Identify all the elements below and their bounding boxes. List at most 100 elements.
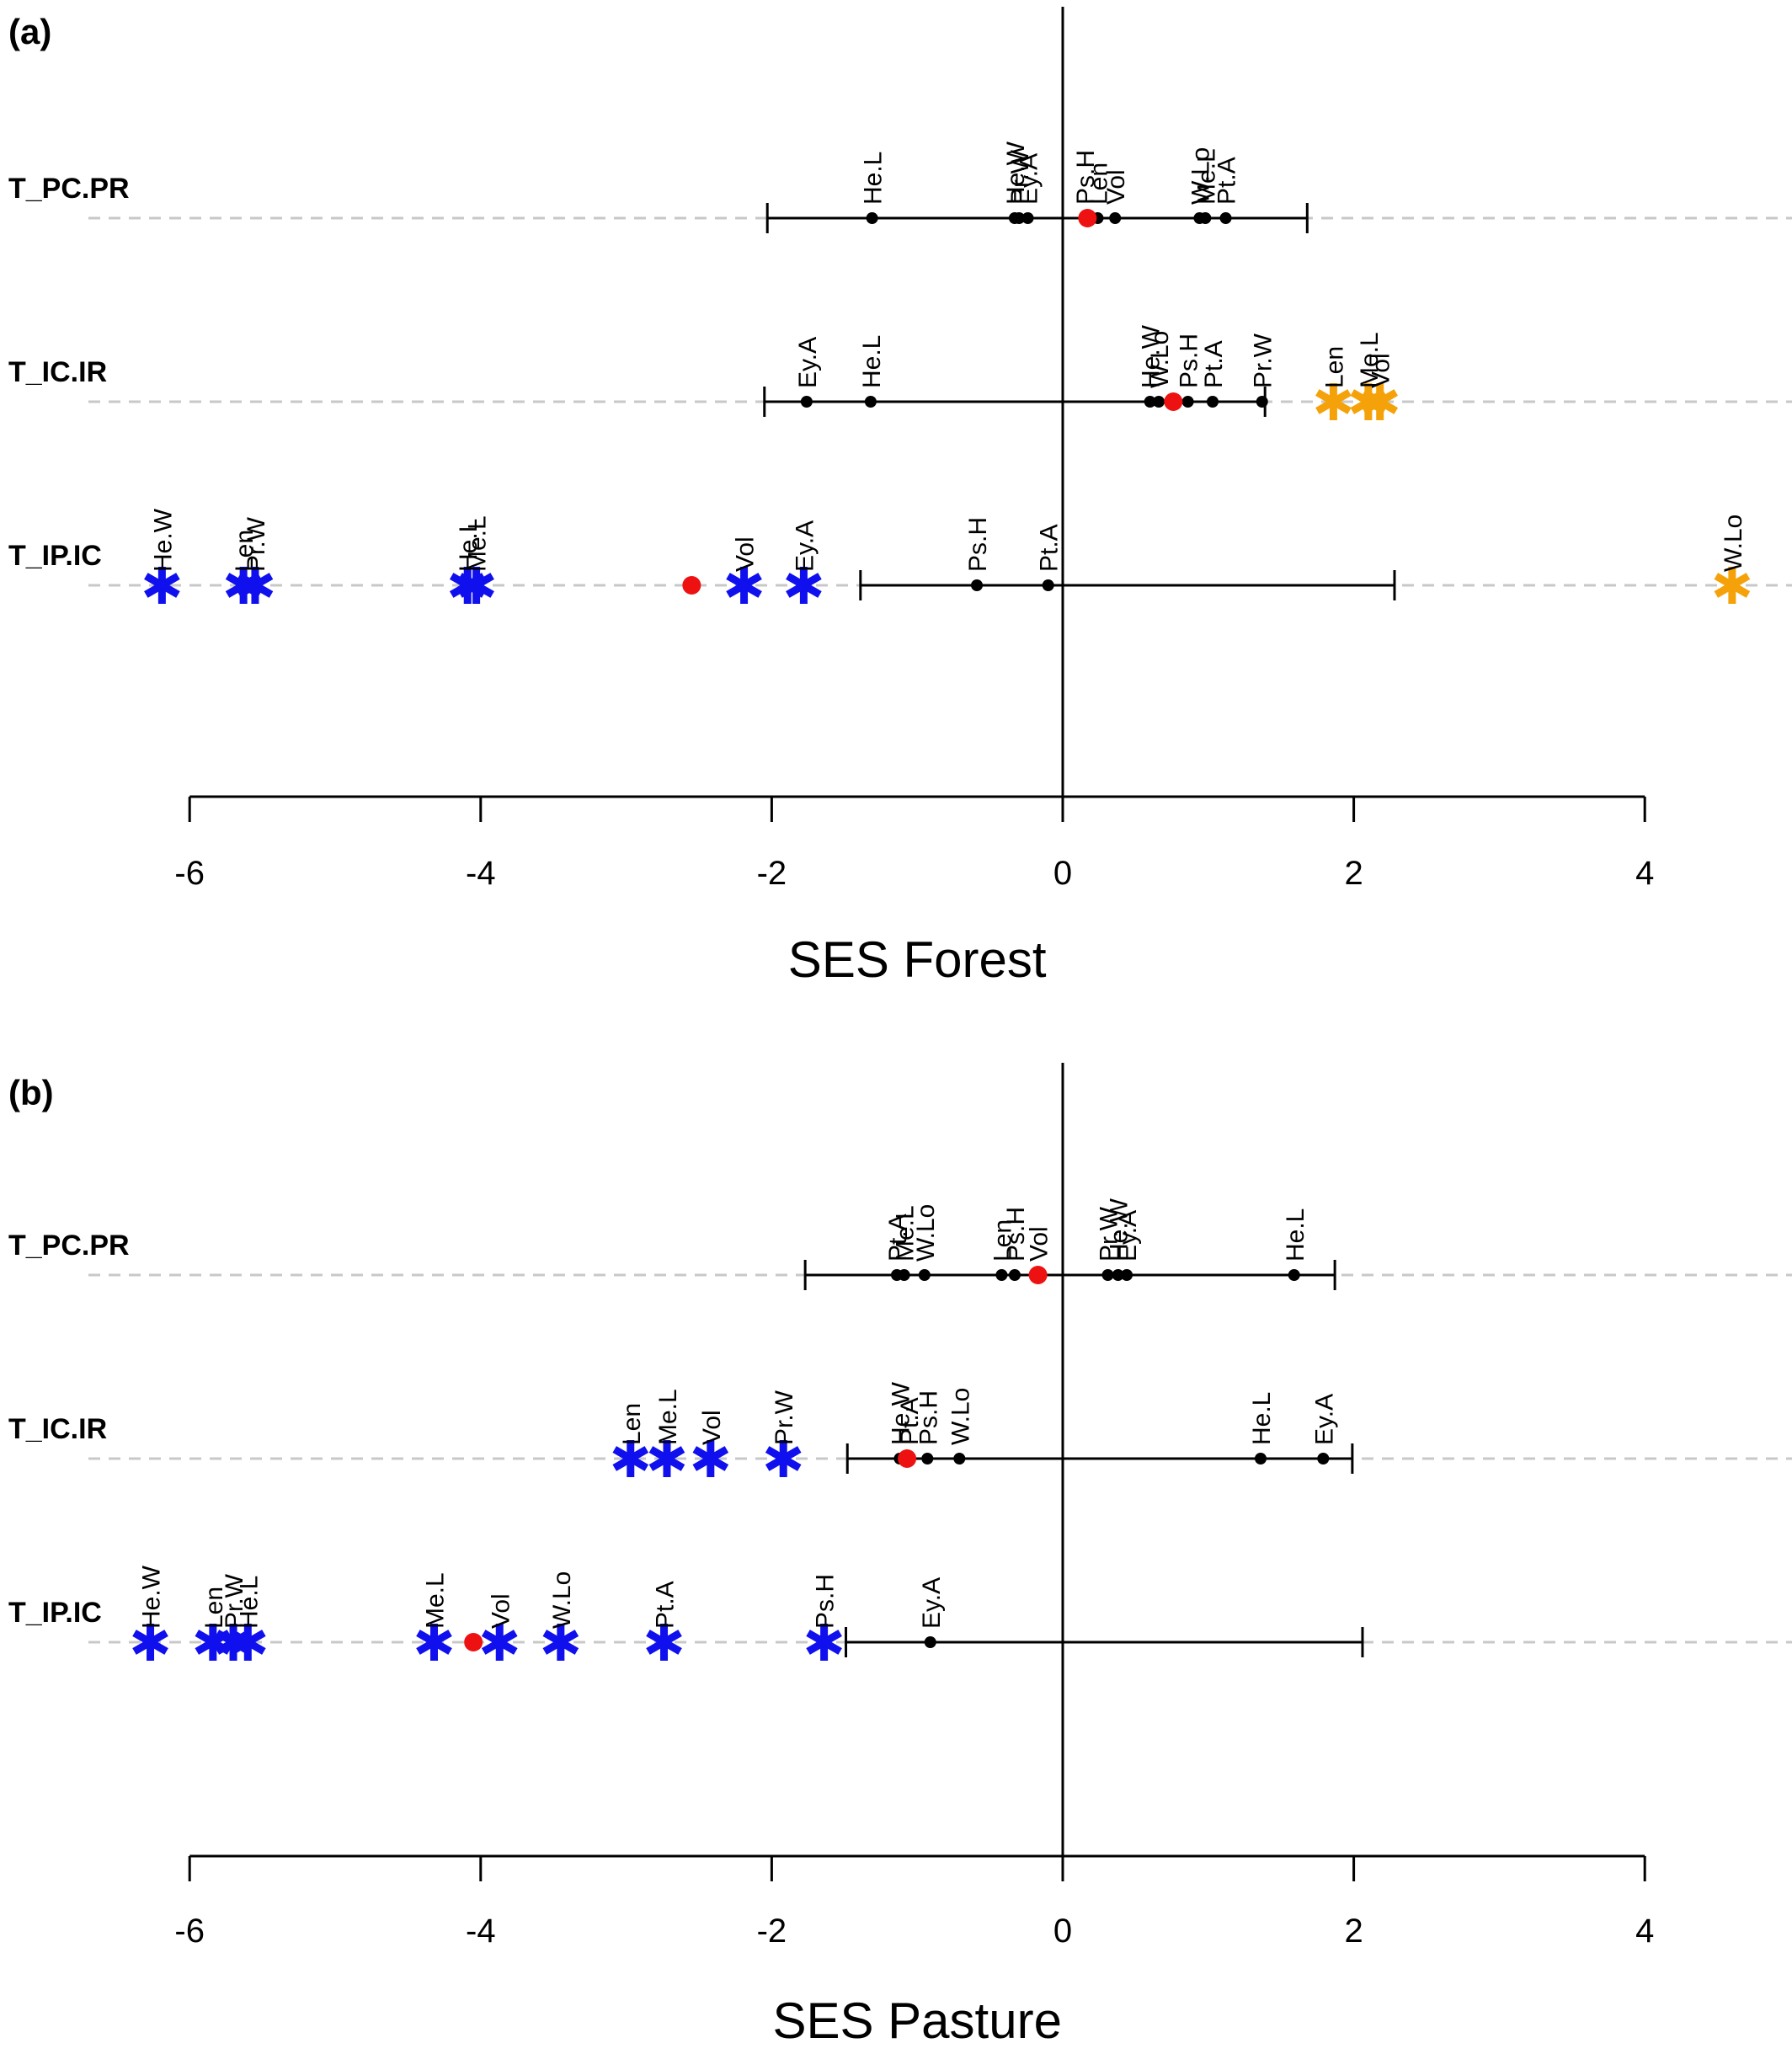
point-label-vol: Vol: [1026, 1226, 1053, 1262]
point-label-pr-w: Pr.W: [1006, 149, 1034, 205]
point-label-ey-a: Ey.A: [791, 520, 819, 572]
point-label-me-l: Me.L: [892, 1205, 920, 1262]
point-label-len: Len: [618, 1403, 646, 1445]
point-w-lo-significant-stroke: [1714, 573, 1751, 598]
x-tick-label: 4: [1635, 855, 1654, 892]
point-ey-a: [1021, 212, 1034, 224]
point-me-l-significant: [648, 1440, 685, 1477]
point-pt-a: [1206, 396, 1219, 408]
point-label-he-l: He.L: [858, 335, 886, 388]
point-ps-h: [921, 1453, 934, 1464]
point-w-lo-significant: [542, 1624, 579, 1661]
point-label-ey-a: Ey.A: [1310, 1394, 1338, 1445]
x-tick-label: -2: [757, 1913, 787, 1950]
point-label-he-l: He.L: [455, 519, 483, 572]
point-ey-a: [1121, 1269, 1133, 1281]
point-label-he-l: He.L: [1248, 1392, 1276, 1445]
point-he-w-significant-stroke: [132, 1630, 168, 1655]
point-vol-significant-stroke: [726, 573, 762, 598]
point-he-l: [864, 396, 877, 408]
point-me-l: [1199, 212, 1212, 224]
row-mean-point: [1164, 392, 1183, 411]
row-label: T_IC.IR: [8, 1413, 107, 1445]
point-pr-w: [1013, 212, 1026, 224]
point-pr-w: [1101, 1269, 1114, 1281]
row-t-ic-ir: T_IC.IR Ey.A He.L He.WW.Lo Ps.HPt.A Pr.W Len Me…: [8, 324, 1792, 420]
point-label-me-l: Me.L: [464, 515, 492, 572]
point-label-me-l: Me.L: [1192, 148, 1220, 205]
point-me-l-significant: [416, 1624, 452, 1661]
point-label-pr-w: Pr.W: [1250, 333, 1277, 388]
point-vol-significant-stroke: [481, 1630, 518, 1655]
point-pt-a-significant: [646, 1624, 682, 1661]
point-len-significant-stroke: [612, 1446, 649, 1471]
point-pt-a: [1219, 212, 1232, 224]
point-label-w-lo: W.Lo: [912, 1204, 940, 1262]
point-label-len: Len: [1085, 163, 1112, 205]
point-label-ps-h: Ps.H: [915, 1390, 942, 1445]
row-mean-point: [898, 1449, 917, 1468]
row-label: T_PC.PR: [8, 1230, 130, 1262]
point-ps-h: [1181, 396, 1194, 408]
point-label-pt-a: Pt.A: [652, 1581, 680, 1629]
point-w-lo: [1153, 396, 1165, 408]
x-tick-label: -4: [466, 1913, 496, 1950]
point-label-ps-h: Ps.H: [1002, 1207, 1030, 1262]
x-axis: -6 -4 -2 0 2 4 SES Pasture: [174, 1854, 1654, 2049]
point-w-lo-significant: [1714, 567, 1751, 604]
point-label-he-w: He.W: [138, 1565, 166, 1629]
point-len-significant: [612, 1440, 649, 1477]
point-label-vol: Vol: [1368, 353, 1395, 388]
point-w-lo: [918, 1269, 931, 1281]
point-label-w-lo: W.Lo: [1187, 147, 1214, 205]
point-len-significant-stroke: [1315, 389, 1352, 414]
point-label-ps-h: Ps.H: [964, 517, 992, 572]
point-pr-w-significant-stroke: [765, 1446, 802, 1471]
point-he-l: [1288, 1269, 1300, 1281]
point-label-ey-a: Ey.A: [1016, 153, 1043, 205]
row-label: T_IC.IR: [8, 356, 107, 388]
point-label-pr-w: Pr.W: [1096, 1206, 1123, 1262]
point-vol-significant: [726, 567, 762, 604]
point-pr-w: [1256, 396, 1268, 408]
point-label-ey-a: Ey.A: [918, 1577, 946, 1629]
point-len-significant: [1315, 383, 1352, 420]
point-label-pt-a: Pt.A: [896, 1397, 924, 1445]
point-label-pt-a: Pt.A: [884, 1214, 912, 1262]
point-ey-a: [800, 396, 813, 408]
x-tick-label: -6: [174, 855, 205, 892]
panel-label: (b): [8, 1073, 54, 1112]
point-vol-significant: [1362, 383, 1399, 420]
point-label-he-w: He.W: [1002, 141, 1030, 205]
point-pr-w-significant: [237, 567, 274, 604]
point-label-pt-a: Pt.A: [1213, 157, 1241, 205]
row-mean-point: [464, 1633, 483, 1651]
point-label-ps-h: Ps.H: [1072, 150, 1100, 205]
point-label-pt-a: Pt.A: [1200, 340, 1228, 388]
point-me-l-significant-stroke: [416, 1630, 452, 1655]
row-t-ic-ir: T_IC.IR Len Me.L Vol Pr.W He.WPt.APs.H W.Lo He.…: [8, 1381, 1792, 1477]
panel-label: (a): [8, 12, 51, 51]
point-he-l: [866, 212, 878, 224]
point-label-he-l: He.L: [1282, 1208, 1309, 1262]
row-mean-point: [682, 576, 701, 595]
x-tick-label: -4: [466, 855, 496, 892]
point-label-he-l: He.L: [860, 152, 888, 205]
point-w-lo: [953, 1453, 966, 1464]
x-tick-label: 0: [1053, 1913, 1072, 1950]
row-mean-point: [1028, 1266, 1048, 1284]
row-mean-point: [1078, 209, 1097, 227]
point-label-he-w: He.W: [149, 508, 177, 572]
x-tick-label: 4: [1635, 1913, 1654, 1950]
point-label-ps-h: Ps.H: [812, 1574, 840, 1629]
point-label-pr-w: Pr.W: [221, 1573, 248, 1629]
point-label-he-w: He.W: [1138, 324, 1165, 388]
point-w-lo-significant-stroke: [542, 1630, 579, 1655]
x-tick-label: 0: [1053, 855, 1072, 892]
point-label-he-w: He.W: [1106, 1198, 1133, 1262]
point-label-ey-a: Ey.A: [794, 337, 822, 388]
